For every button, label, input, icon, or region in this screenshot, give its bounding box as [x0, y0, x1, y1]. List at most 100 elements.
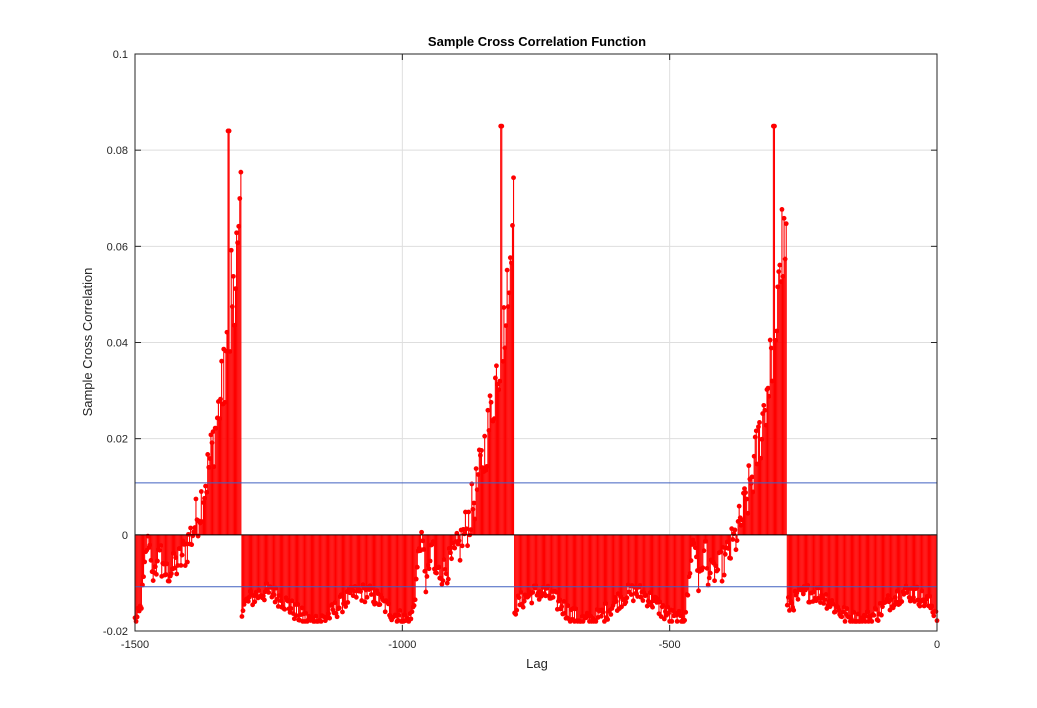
stem-marker: [452, 545, 458, 551]
axes: [134, 53, 938, 632]
stem-marker: [728, 555, 734, 561]
stem-marker: [529, 600, 535, 606]
stem-marker: [688, 558, 694, 563]
stem-marker: [776, 269, 782, 274]
stem-marker: [424, 574, 430, 579]
stem-marker: [706, 575, 712, 581]
stem-marker: [734, 538, 740, 543]
stem-marker: [784, 602, 790, 608]
stem-marker: [864, 613, 869, 619]
y-tick-label: 0.1: [113, 49, 128, 61]
stem-marker: [449, 556, 454, 562]
stem-marker: [875, 618, 881, 623]
stem-marker: [419, 529, 424, 535]
stem-marker: [605, 617, 611, 622]
stem-marker: [630, 598, 636, 604]
stem-marker: [494, 363, 499, 369]
stem-marker: [842, 618, 848, 624]
stem-marker: [210, 429, 216, 435]
stem-marker: [358, 589, 364, 594]
stem-marker: [252, 599, 258, 605]
y-tick-label: 0: [122, 530, 128, 542]
stem-marker: [507, 255, 513, 261]
stem-marker: [409, 609, 415, 615]
stem-marker: [327, 615, 333, 621]
x-tick-label: -1000: [388, 639, 416, 651]
stem-marker: [499, 123, 505, 129]
stem-marker: [757, 420, 762, 425]
stem-marker: [377, 602, 383, 607]
stem-marker: [426, 566, 432, 572]
stem-marker: [184, 559, 190, 565]
stem-marker: [550, 594, 556, 600]
stem-marker: [795, 596, 801, 602]
stem-marker: [782, 256, 788, 262]
stem-marker: [640, 598, 646, 603]
stem-marker: [340, 609, 345, 615]
stem-marker: [869, 618, 875, 624]
stem-marker: [182, 563, 188, 568]
stem-marker: [228, 247, 234, 253]
stem-marker: [513, 611, 519, 617]
stem-marker: [520, 604, 526, 610]
stem-marker: [701, 548, 707, 554]
stem-marker: [712, 578, 717, 584]
stem-marker: [730, 537, 736, 542]
stem-marker: [140, 582, 145, 588]
stem-marker: [822, 597, 828, 603]
y-tick-label: 0.06: [107, 241, 128, 253]
stem-marker: [219, 358, 225, 364]
stem-marker: [479, 448, 484, 453]
stem-marker: [514, 607, 520, 613]
stem-marker: [761, 402, 767, 408]
stem-marker: [521, 598, 527, 604]
stem-marker: [931, 613, 937, 619]
stem-marker: [827, 604, 833, 610]
stem-marker: [696, 588, 701, 594]
stem-marker: [878, 612, 884, 618]
stem-marker: [933, 609, 939, 614]
stem-marker: [465, 543, 470, 549]
stem-marker: [815, 595, 821, 601]
stem-marker: [608, 612, 614, 617]
stem-marker: [155, 558, 160, 564]
x-tick-label: -500: [659, 639, 681, 651]
stem-marker: [899, 599, 905, 604]
stem-marker: [139, 605, 144, 611]
stem-marker: [226, 128, 232, 134]
stem-marker: [783, 221, 789, 227]
stem-marker: [530, 589, 536, 595]
stem-marker: [423, 589, 429, 595]
stem-marker: [218, 396, 223, 402]
stem-marker: [674, 618, 680, 624]
stem-marker: [644, 603, 650, 609]
stem-marker: [459, 543, 465, 549]
stem-marker: [762, 407, 768, 413]
x-tick-label: -1500: [121, 639, 149, 651]
stem-marker: [163, 572, 169, 578]
confidence-bounds: [135, 482, 937, 588]
stem-marker: [413, 576, 419, 582]
stem-marker: [687, 571, 693, 576]
stem-marker: [593, 618, 599, 624]
stem-marker: [891, 602, 897, 608]
stem-marker: [718, 549, 724, 555]
stem-marker: [821, 601, 827, 606]
stem-marker: [334, 614, 340, 620]
stem-marker: [408, 616, 414, 622]
stem-marker: [598, 613, 604, 619]
stem-marker: [434, 570, 439, 576]
stem-marker: [516, 595, 522, 600]
stem-marker: [238, 169, 244, 175]
stem-marker: [744, 496, 750, 502]
stem-marker: [203, 483, 208, 489]
stem-marker: [288, 606, 294, 611]
stem-marker: [166, 578, 172, 584]
stem-marker: [168, 571, 174, 577]
stem-marker: [682, 617, 688, 623]
stem-marker: [765, 385, 771, 391]
stem-marker: [787, 607, 792, 613]
stem-marker: [470, 506, 476, 512]
stem-marker: [440, 578, 446, 584]
